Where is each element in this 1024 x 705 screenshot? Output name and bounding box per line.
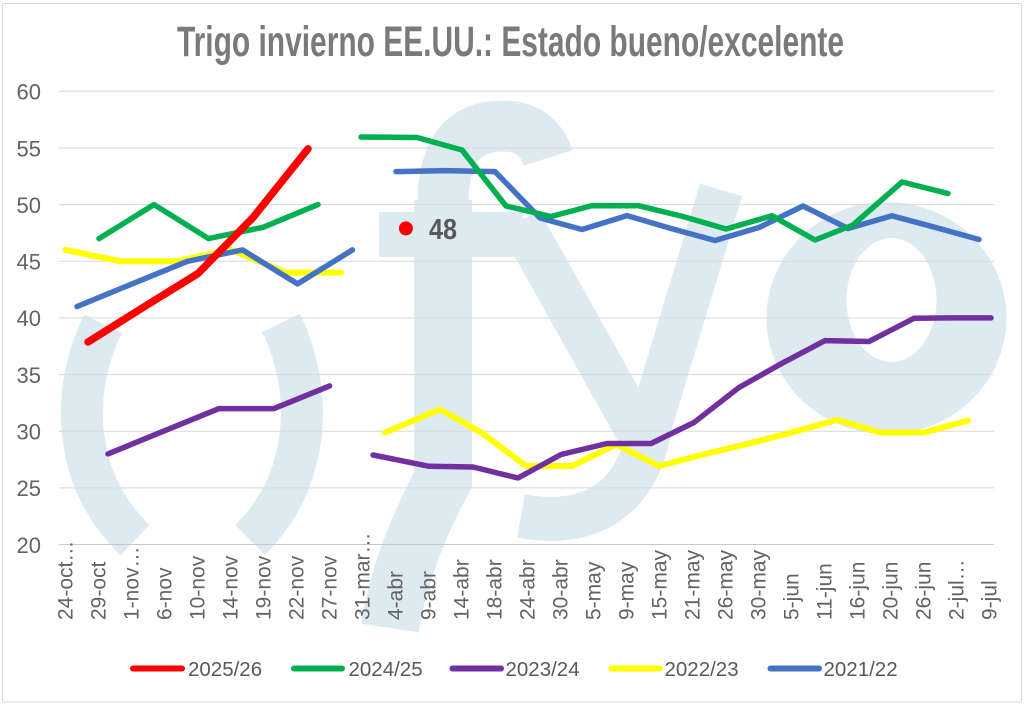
- svg-text:24-oct…: 24-oct…: [55, 541, 78, 620]
- svg-text:40: 40: [17, 306, 41, 331]
- svg-text:21-may: 21-may: [682, 549, 705, 620]
- svg-text:30: 30: [17, 420, 41, 445]
- svg-text:5-may: 5-may: [583, 561, 606, 620]
- svg-text:10-nov: 10-nov: [187, 555, 210, 620]
- svg-text:26-may: 26-may: [715, 549, 738, 620]
- svg-text:2021/22: 2021/22: [824, 658, 898, 681]
- svg-text:35: 35: [17, 363, 41, 388]
- svg-text:31-mar…: 31-mar…: [352, 532, 375, 620]
- svg-text:2024/25: 2024/25: [349, 658, 423, 681]
- svg-text:5-jun: 5-jun: [781, 573, 804, 620]
- svg-text:9-jul: 9-jul: [979, 580, 1002, 620]
- svg-text:45: 45: [17, 250, 41, 275]
- svg-text:25: 25: [17, 476, 41, 501]
- svg-text:9-may: 9-may: [616, 561, 639, 620]
- svg-text:20: 20: [17, 533, 41, 558]
- svg-text:60: 60: [17, 80, 41, 105]
- svg-text:50: 50: [17, 193, 41, 218]
- svg-text:26-jun: 26-jun: [913, 562, 936, 620]
- svg-text:2-jul…: 2-jul…: [946, 559, 969, 620]
- svg-text:11-jun: 11-jun: [814, 563, 837, 620]
- svg-text:19-nov: 19-nov: [253, 555, 276, 620]
- svg-text:24-abr: 24-abr: [517, 559, 540, 620]
- svg-text:14-abr: 14-abr: [451, 559, 474, 620]
- svg-text:16-jun: 16-jun: [847, 562, 870, 620]
- svg-text:48: 48: [429, 214, 457, 246]
- svg-text:1-nov…: 1-nov…: [121, 546, 144, 620]
- svg-text:2022/23: 2022/23: [665, 658, 739, 681]
- svg-text:29-oct: 29-oct: [88, 561, 111, 620]
- svg-text:9-abr: 9-abr: [418, 571, 441, 620]
- svg-text:30-may: 30-may: [748, 549, 771, 620]
- svg-text:27-nov: 27-nov: [319, 555, 342, 620]
- svg-text:22-nov: 22-nov: [286, 555, 309, 620]
- svg-text:55: 55: [17, 136, 41, 161]
- svg-text:6-nov: 6-nov: [154, 567, 177, 620]
- svg-text:20-jun: 20-jun: [880, 562, 903, 620]
- svg-text:18-abr: 18-abr: [484, 559, 507, 620]
- svg-text:15-may: 15-may: [649, 549, 672, 620]
- svg-text:2025/26: 2025/26: [188, 658, 262, 681]
- svg-text:2023/24: 2023/24: [506, 658, 580, 681]
- svg-text:14-nov: 14-nov: [220, 555, 243, 620]
- svg-text:4-abr: 4-abr: [385, 571, 408, 620]
- svg-text:Trigo invierno EE.UU.: Estado: Trigo invierno EE.UU.: Estado bueno/exce…: [177, 18, 844, 66]
- svg-text:30-abr: 30-abr: [550, 559, 573, 620]
